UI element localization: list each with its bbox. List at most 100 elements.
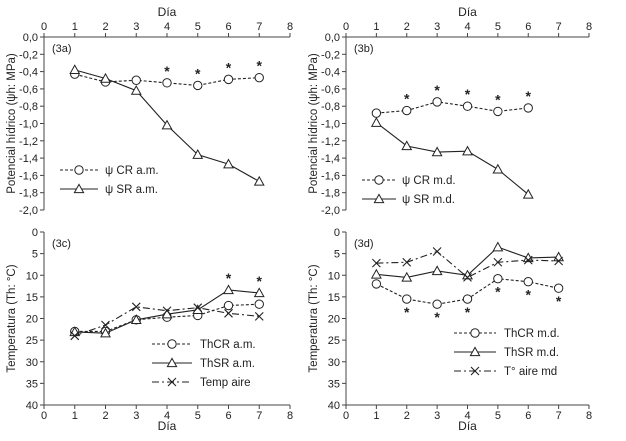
data-point: [370, 268, 382, 279]
data-point: [554, 256, 564, 266]
significance-asterisk: *: [404, 304, 410, 320]
data-point: [162, 306, 172, 316]
y-axis-title: Potencial hídrico (ψh: MPa): [308, 53, 320, 194]
y-tick-label: -0,8: [321, 101, 340, 113]
data-point: [131, 302, 141, 312]
data-point: [492, 163, 504, 174]
y-tick-label: 10: [328, 270, 340, 282]
y-tick-label: -1,0: [321, 119, 340, 131]
x-tick-label: 6: [525, 21, 531, 33]
y-tick-label: 0,0: [23, 32, 38, 44]
significance-asterisk: *: [434, 309, 440, 325]
x-tick-label: 0: [41, 21, 47, 33]
significance-asterisk: *: [526, 287, 532, 303]
data-point: [401, 140, 413, 151]
x-tick-label: 7: [256, 410, 262, 422]
x-tick-label: 7: [556, 21, 562, 33]
x-tick-label: 1: [72, 21, 78, 33]
data-point: [432, 247, 442, 256]
data-point: [522, 188, 534, 199]
x-tick-label: 6: [225, 21, 231, 33]
y-tick-label: 0,0: [325, 32, 340, 44]
legend-label: ThSR m.d.: [504, 347, 559, 359]
data-point: [224, 308, 233, 318]
y-tick-label: 20: [26, 314, 38, 326]
legend-label: ψ CR a.m.: [105, 165, 159, 177]
legend-marker: [373, 193, 385, 204]
x-tick-label: 1: [373, 410, 379, 422]
x-tick-label: 5: [195, 21, 201, 33]
data-point: [462, 145, 473, 156]
legend-label: ThCR m.d.: [504, 328, 560, 340]
x-tick-label: 1: [72, 410, 78, 422]
y-tick-label: -1,2: [321, 136, 340, 148]
legend-marker: [374, 175, 384, 185]
legend-marker: [470, 366, 480, 376]
x-tick-label: 5: [195, 410, 201, 422]
data-point: [493, 106, 503, 117]
y-tick-label: -1,0: [19, 119, 38, 131]
x-tick-label: 3: [434, 410, 440, 422]
data-point: [370, 117, 382, 127]
legend-label: ψ CR m.d.: [402, 175, 456, 187]
x-tick-label: 2: [404, 410, 410, 422]
data-point: [523, 277, 533, 287]
x-tick-label: 1: [373, 21, 379, 33]
y-axis-title: Temperatura (Th: °C): [6, 264, 18, 372]
data-point: [462, 294, 473, 304]
y-tick-label: -1,8: [19, 188, 38, 200]
data-point: [431, 265, 443, 276]
data-point: [254, 299, 264, 309]
x-tick-label: 6: [525, 410, 531, 422]
legend-label: ψ SR m.d.: [402, 194, 455, 206]
data-point: [402, 294, 412, 304]
significance-asterisk: *: [495, 284, 501, 300]
legend-marker: [470, 328, 480, 338]
x-axis-title: Día: [458, 5, 477, 19]
y-tick-label: 30: [26, 357, 38, 369]
x-tick-label: 4: [164, 410, 170, 422]
y-tick-label: -1,6: [19, 170, 38, 182]
data-point: [371, 258, 381, 268]
x-tick-label: 5: [495, 410, 501, 422]
x-tick-label: 4: [464, 410, 470, 422]
x-axis-title: Día: [458, 419, 477, 433]
significance-asterisk: *: [526, 88, 532, 104]
significance-asterisk: *: [226, 59, 232, 75]
data-point: [100, 72, 111, 83]
data-point: [193, 303, 203, 313]
y-tick-label: 5: [32, 249, 38, 261]
data-point: [193, 80, 203, 91]
legend-marker: [469, 346, 481, 357]
data-point: [223, 284, 234, 295]
x-tick-label: 2: [404, 21, 410, 33]
y-tick-label: -2,0: [321, 205, 340, 217]
data-point: [100, 327, 111, 338]
y-tick-label: -1,8: [321, 188, 340, 200]
significance-asterisk: *: [434, 82, 440, 98]
data-point: [254, 311, 264, 321]
x-tick-label: 3: [434, 21, 440, 33]
data-point: [101, 320, 110, 330]
data-point: [130, 314, 142, 324]
y-tick-label: 15: [328, 292, 340, 304]
significance-asterisk: *: [556, 293, 562, 309]
x-tick-label: 4: [164, 21, 170, 33]
data-point: [223, 300, 234, 311]
significance-asterisk: *: [257, 273, 263, 289]
panel-3c: 0 1 2 3 4 5 6 7 8 0 5 10 15 20 25 30 35 40 Día Temperatura …: [6, 227, 293, 433]
data-point: [492, 241, 504, 252]
y-tick-label: -2,0: [19, 205, 38, 217]
legend-label: T° aire md: [504, 366, 557, 378]
significance-asterisk: *: [164, 63, 170, 79]
x-tick-label: 2: [102, 21, 108, 33]
panel-3d: 0 1 2 3 4 5 6 7 8 0 5 10 15 20 25 30 35 40 Día Temperatura …: [308, 227, 592, 433]
data-point: [432, 299, 442, 309]
legend-marker: [166, 357, 178, 368]
data-point: [402, 105, 412, 116]
y-tick-label: -1,2: [19, 136, 38, 148]
data-point: [69, 64, 81, 75]
x-tick-label: 7: [256, 21, 262, 33]
x-axis-title: Día: [158, 5, 177, 19]
